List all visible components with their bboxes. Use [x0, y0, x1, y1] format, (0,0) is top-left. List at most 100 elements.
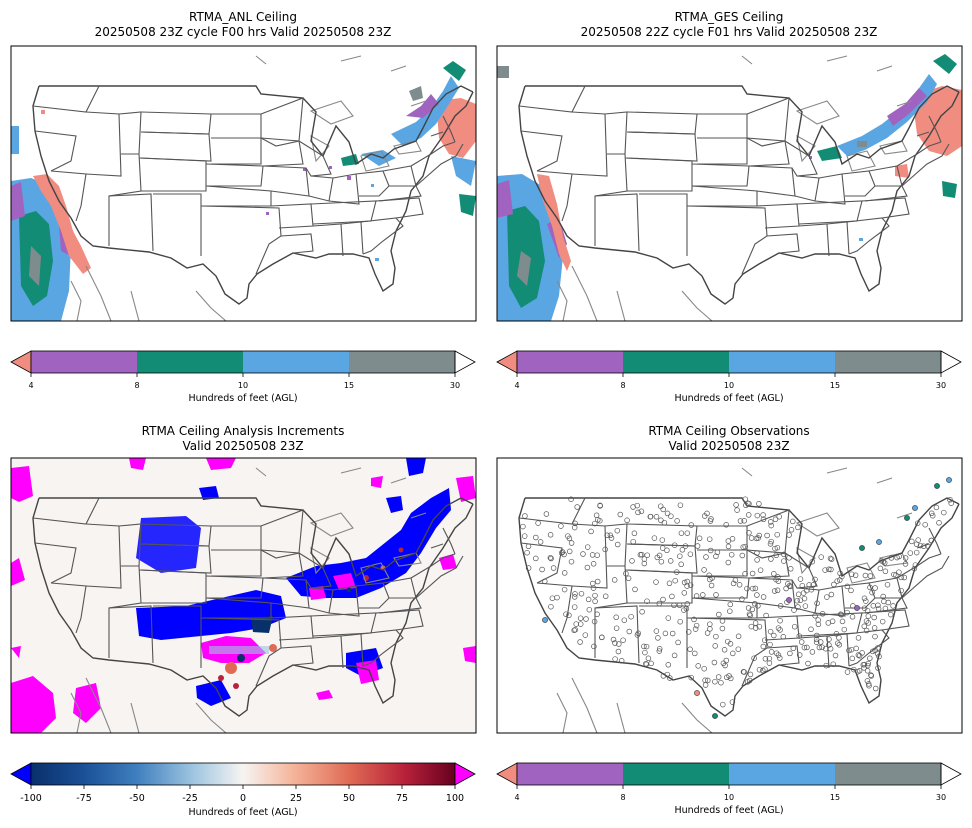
station-marker — [525, 565, 532, 571]
station-marker — [852, 572, 859, 579]
station-marker — [672, 577, 678, 584]
station-marker — [772, 516, 779, 523]
ges-tick-4: 30 — [936, 381, 946, 390]
station-marker — [702, 677, 708, 684]
station-marker — [812, 576, 818, 583]
obs-title-line2: Valid 20250508 23Z — [668, 439, 789, 453]
station-marker — [599, 634, 605, 641]
inc-colorbar-over — [454, 762, 476, 786]
station-marker — [764, 532, 770, 539]
station-marker — [844, 609, 850, 616]
inc-colorbar: -100 -75 -50 -25 0 25 50 75 100 Hundreds… — [10, 762, 476, 818]
station-marker — [594, 578, 601, 585]
station-marker — [730, 580, 737, 587]
station-marker — [746, 530, 752, 536]
station-marker — [713, 633, 719, 640]
ges-tick-0: 4 — [514, 381, 519, 390]
station-marker — [737, 518, 744, 524]
station-marker — [604, 532, 610, 539]
station-marker — [620, 637, 626, 643]
station-marker — [642, 649, 648, 656]
station-marker — [630, 504, 636, 510]
station-marker — [875, 645, 881, 651]
station-marker — [571, 524, 578, 531]
station-marker — [643, 643, 650, 650]
station-marker — [671, 602, 677, 609]
station-marker — [786, 532, 792, 538]
anl-map — [10, 45, 477, 322]
station-marker — [855, 635, 862, 641]
station-marker — [744, 585, 750, 592]
obs-station-markers — [520, 496, 954, 708]
station-marker — [846, 647, 852, 654]
station-marker — [837, 577, 843, 583]
inc-colorbar-under — [10, 762, 32, 786]
station-marker — [740, 544, 746, 550]
station-marker — [720, 660, 727, 667]
station-marker — [747, 612, 753, 619]
station-marker — [610, 636, 617, 643]
station-marker — [739, 552, 746, 559]
station-marker — [819, 644, 825, 650]
station-marker — [682, 543, 689, 549]
station-marker — [624, 517, 630, 524]
station-marker — [678, 530, 685, 536]
station-marker — [896, 569, 902, 575]
station-marker — [948, 500, 954, 506]
station-marker — [638, 551, 645, 558]
anl-tick-2: 10 — [238, 381, 248, 390]
station-marker — [664, 547, 670, 554]
station-marker — [612, 640, 618, 646]
station-marker — [767, 628, 774, 635]
anl-title-line1: RTMA_ANL Ceiling — [189, 10, 297, 24]
station-marker — [735, 646, 742, 652]
obs-colorbar-label: Hundreds of feet (AGL) — [674, 805, 783, 816]
station-marker — [813, 636, 820, 643]
station-marker — [795, 591, 802, 598]
station-marker — [762, 666, 768, 672]
station-marker — [691, 616, 697, 623]
station-marker — [592, 598, 598, 605]
station-marker — [524, 549, 530, 556]
station-marker — [566, 612, 572, 619]
station-marker — [734, 507, 740, 513]
station-marker — [794, 597, 800, 604]
station-marker — [742, 496, 749, 502]
station-marker — [706, 572, 712, 579]
ges-title-line2: 20250508 22Z cycle F01 hrs Valid 2025050… — [581, 25, 878, 39]
station-marker — [716, 611, 722, 618]
station-marker — [812, 613, 818, 619]
station-marker — [805, 660, 811, 667]
station-marker — [757, 567, 764, 573]
station-marker — [795, 524, 801, 531]
station-marker — [653, 514, 660, 520]
station-marker — [871, 614, 877, 621]
station-marker — [941, 509, 947, 516]
station-marker — [568, 496, 574, 502]
station-marker — [647, 513, 654, 520]
station-marker — [768, 556, 774, 562]
station-marker — [674, 518, 680, 524]
station-marker — [561, 586, 568, 593]
station-marker — [768, 522, 774, 529]
station-marker — [760, 594, 767, 600]
station-marker — [580, 551, 586, 557]
station-marker — [756, 666, 763, 673]
station-marker — [542, 578, 548, 585]
station-marker — [773, 552, 779, 559]
station-marker — [872, 633, 878, 640]
station-marker — [568, 540, 575, 546]
station-marker — [777, 627, 783, 633]
ges-tick-3: 15 — [830, 381, 840, 390]
station-marker — [767, 541, 774, 547]
station-marker — [795, 604, 801, 610]
station-marker — [823, 662, 829, 669]
station-marker — [706, 536, 713, 542]
station-marker — [639, 609, 645, 615]
station-marker — [563, 611, 569, 617]
station-marker — [623, 570, 629, 577]
station-marker — [836, 642, 843, 648]
anl-title-line2: 20250508 23Z cycle F00 hrs Valid 2025050… — [95, 25, 392, 39]
station-marker — [656, 648, 663, 654]
station-marker — [574, 504, 580, 510]
